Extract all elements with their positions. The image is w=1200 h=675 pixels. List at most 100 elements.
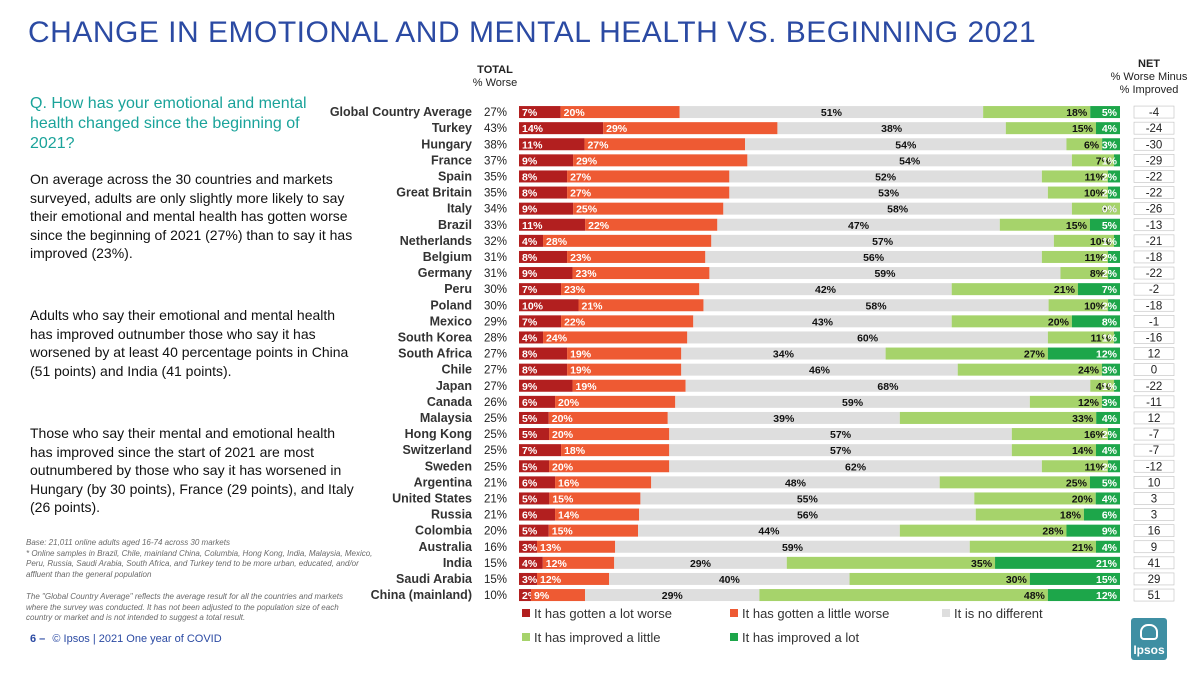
total-worse-value: 30%	[484, 300, 507, 312]
bar-segment-improved-lot	[1107, 428, 1120, 441]
total-worse-value: 29%	[484, 316, 507, 328]
data-label-little-worse: 14%	[558, 510, 580, 522]
net-box	[1133, 588, 1175, 602]
copyright: © Ipsos | 2021 One year of COVID	[52, 633, 222, 645]
data-label-no-diff: 56%	[797, 510, 819, 522]
data-label-lot-worse: 7%	[522, 284, 538, 296]
bar-segment-lot-worse	[519, 411, 549, 424]
net-value: -7	[1149, 445, 1159, 457]
data-label-little-worse: 19%	[576, 381, 598, 393]
data-label-no-diff: 59%	[874, 268, 896, 280]
data-label-improved-little: 18%	[1066, 107, 1088, 119]
legend-item-lot-worse: It has gotten a lot worse	[522, 606, 672, 621]
data-label-little-worse: 29%	[606, 123, 628, 135]
net-header-sub1: % Worse Minus	[1110, 71, 1188, 83]
net-value: -4	[1149, 107, 1160, 119]
bar-segment-no-diff	[675, 395, 1030, 408]
net-box	[1133, 218, 1175, 232]
bar-segment-improved-lot	[1095, 540, 1120, 553]
bar-segment-lot-worse	[519, 154, 574, 167]
bar-segment-lot-worse	[519, 572, 538, 585]
data-label-lot-worse: 9%	[522, 204, 538, 216]
data-label-no-diff: 54%	[895, 139, 917, 151]
bar-segment-lot-worse	[519, 444, 562, 457]
country-label: Malaysia	[420, 411, 473, 425]
bar-segment-little-worse	[555, 395, 676, 408]
total-worse-value: 27%	[484, 107, 507, 119]
bar-segment-improved-lot	[1089, 476, 1120, 489]
legend-label-no-diff: It is no different	[954, 606, 1043, 621]
bar-segment-improved-little	[1060, 267, 1109, 280]
total-worse-value: 25%	[484, 445, 507, 457]
data-label-improved-lot: 4%	[1102, 445, 1118, 457]
bar-segment-no-diff	[729, 186, 1048, 199]
bar-segment-improved-lot	[1047, 589, 1120, 602]
net-box	[1133, 266, 1175, 280]
data-label-lot-worse: 8%	[522, 252, 538, 264]
data-label-lot-worse: 5%	[522, 429, 538, 441]
bar-segment-improved-lot	[1113, 154, 1120, 167]
country-label: Colombia	[415, 524, 473, 538]
bar-segment-lot-worse	[519, 476, 556, 489]
data-label-lot-worse: 8%	[522, 349, 538, 361]
data-label-little-worse: 15%	[552, 493, 574, 505]
ipsos-logo-mark	[1140, 624, 1158, 640]
net-value: 51	[1148, 590, 1161, 602]
data-label-improved-lot: 2%	[1102, 300, 1118, 312]
bar-segment-lot-worse	[519, 508, 556, 521]
bar-segment-improved-lot	[1108, 267, 1120, 280]
total-worse-value: 20%	[484, 526, 507, 538]
data-label-improved-lot: 12%	[1096, 590, 1118, 602]
data-label-improved-lot: 5%	[1102, 477, 1118, 489]
ipsos-logo: Ipsos	[1131, 618, 1167, 660]
data-label-no-diff: 60%	[857, 332, 879, 344]
net-box	[1133, 250, 1175, 264]
bar-segment-improved-little	[1011, 428, 1108, 441]
net-box	[1133, 572, 1175, 586]
total-worse-value: 27%	[484, 381, 507, 393]
data-label-no-diff: 53%	[878, 188, 900, 200]
data-label-lot-worse: 14%	[522, 123, 544, 135]
bar-segment-little-worse	[567, 347, 682, 360]
data-label-improved-little: 20%	[1048, 316, 1070, 328]
data-label-little-worse: 16%	[558, 477, 580, 489]
net-box	[1133, 395, 1175, 409]
data-label-no-diff: 54%	[899, 155, 921, 167]
net-value: -22	[1146, 268, 1163, 280]
net-box	[1133, 347, 1175, 360]
country-label: Global Country Average	[330, 105, 472, 119]
data-label-improved-little: 4%	[1096, 381, 1112, 393]
data-label-improved-lot: 3%	[1102, 139, 1118, 151]
total-worse-value: 25%	[484, 461, 507, 473]
bar-segment-improved-little	[1047, 186, 1108, 199]
country-label: Japan	[436, 379, 472, 393]
bar-segment-little-worse	[567, 363, 682, 376]
data-label-lot-worse: 4%	[522, 332, 538, 344]
data-label-improved-little: 8%	[1102, 204, 1118, 216]
net-box	[1133, 540, 1175, 554]
bar-segment-no-diff	[679, 106, 984, 119]
data-label-lot-worse: 4%	[522, 236, 538, 248]
data-label-improved-lot: 4%	[1102, 493, 1118, 505]
data-label-no-diff: 58%	[866, 300, 888, 312]
net-box	[1133, 427, 1175, 441]
bar-segment-improved-lot	[1083, 508, 1120, 521]
data-label-improved-little: 27%	[1024, 349, 1046, 361]
bar-segment-improved-lot	[1066, 524, 1120, 537]
country-label: Germany	[418, 266, 472, 280]
total-worse-value: 25%	[484, 429, 507, 441]
net-value: 29	[1148, 574, 1161, 586]
country-label: South Africa	[398, 347, 473, 361]
data-label-no-diff: 42%	[815, 284, 837, 296]
net-value: 0	[1151, 365, 1157, 377]
data-label-no-diff: 59%	[842, 397, 864, 409]
data-label-improved-lot: 2%	[1102, 268, 1118, 280]
summary-paragraph-3: Those who say their mental and emotional…	[30, 425, 354, 515]
data-label-improved-little: 10%	[1084, 188, 1106, 200]
bar-segment-improved-lot	[1029, 572, 1120, 585]
data-label-no-diff: 52%	[875, 171, 897, 183]
data-label-improved-little: 11%	[1091, 332, 1112, 344]
net-value: -13	[1146, 220, 1163, 232]
data-label-lot-worse: 11%	[522, 139, 543, 151]
